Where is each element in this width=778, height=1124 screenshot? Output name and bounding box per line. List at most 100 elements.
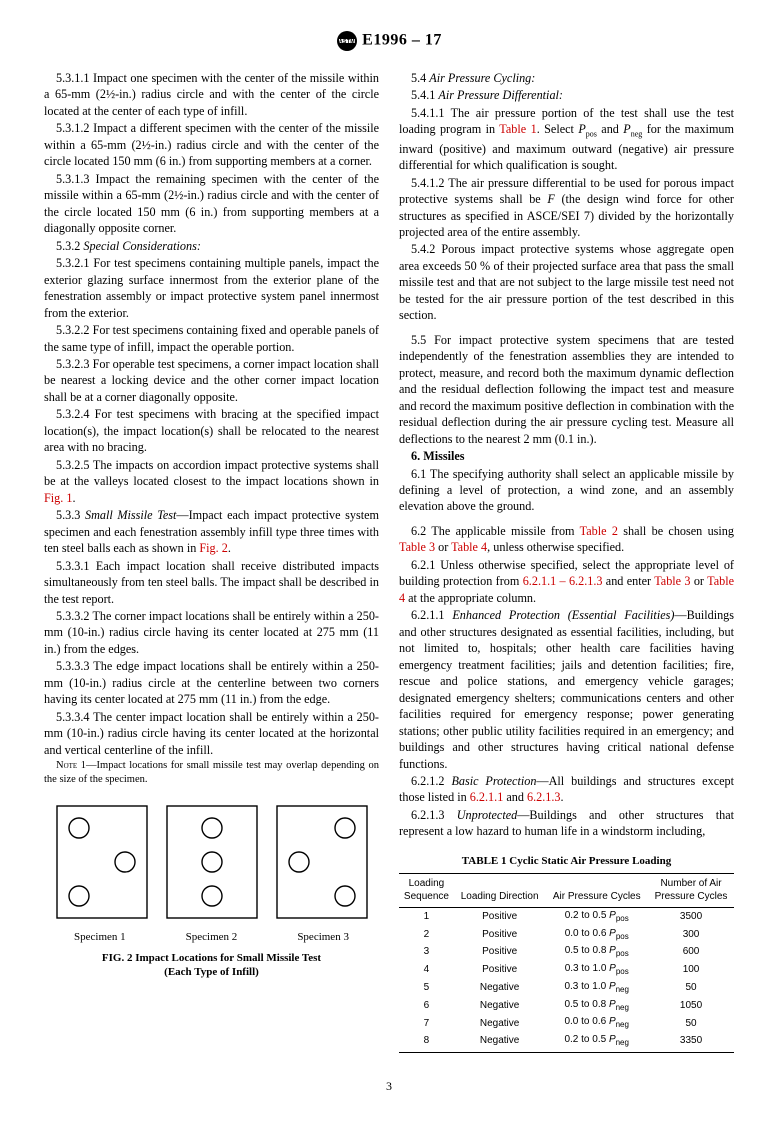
para-5-3-3-4: 5.3.3.4 The center impact location shall… — [44, 709, 379, 758]
sec-title: Small Missile Test — [85, 508, 176, 522]
para-5-3-3: 5.3.3 Small Missile Test—Impact each imp… — [44, 507, 379, 556]
text: . — [228, 541, 231, 555]
table-row: 6Negative0.5 to 0.8 Pneg1050 — [399, 997, 734, 1015]
para-5-5: 5.5 For impact protective system specime… — [399, 332, 734, 447]
sec-title: Basic Protection — [451, 774, 536, 788]
para-5-3-2-2: 5.3.2.2 For test specimens containing fi… — [44, 322, 379, 355]
range-link[interactable]: 6.2.1.1 – 6.2.1.3 — [523, 574, 603, 588]
figure-2: Specimen 1 Specimen 2 Specimen 3 FIG. 2 … — [44, 802, 379, 980]
table-row: 3Positive0.5 to 0.8 Ppos600 — [399, 943, 734, 961]
note-1: Note 1—Impact locations for small missil… — [44, 759, 379, 787]
th-number: Number of Air Pressure Cycles — [648, 873, 734, 907]
figure-2-svg — [54, 802, 370, 922]
para-5-3-2-5: 5.3.2.5 The impacts on accordion impact … — [44, 457, 379, 506]
th-cycles: Air Pressure Cycles — [545, 873, 648, 907]
table-header-row: Loading Sequence Loading Direction Air P… — [399, 873, 734, 907]
table-row: 2Positive0.0 to 0.6 Ppos300 — [399, 926, 734, 944]
table-1: Loading Sequence Loading Direction Air P… — [399, 873, 734, 1053]
table2-link[interactable]: Table 2 — [580, 524, 618, 538]
para-5-3-1-2: 5.3.1.2 Impact a different specimen with… — [44, 120, 379, 169]
designation: E1996 – 17 — [362, 32, 442, 49]
ref-6213-link[interactable]: 6.2.1.3 — [527, 790, 561, 804]
sec-num: 5.3.3 — [56, 508, 85, 522]
table-row: 8Negative0.2 to 0.5 Pneg3350 — [399, 1032, 734, 1052]
para-6-1: 6.1 The specifying authority shall selec… — [399, 466, 734, 515]
table3-link-2[interactable]: Table 3 — [654, 574, 690, 588]
para-5-3-2-3: 5.3.2.3 For operable test specimens, a c… — [44, 356, 379, 405]
text: . — [72, 491, 75, 505]
text: 5.3.2.5 The impacts on accordion impact … — [44, 458, 379, 488]
text: or — [435, 540, 451, 554]
fig2-link[interactable]: Fig. 2 — [199, 541, 227, 555]
specimen-labels: Specimen 1 Specimen 2 Specimen 3 — [44, 930, 379, 945]
para-6-2-1-2: 6.2.1.2 Basic Protection—All buildings a… — [399, 773, 734, 806]
caption-line-2: (Each Type of Infill) — [164, 966, 259, 978]
page-number: 3 — [44, 1079, 734, 1094]
sec-title: Enhanced Protection (Essential Facilitie… — [452, 608, 674, 622]
para-5-4-1-2: 5.4.1.2 The air pressure differential to… — [399, 175, 734, 241]
th-sequence: Loading Sequence — [399, 873, 454, 907]
left-column: 5.3.1.1 Impact one specimen with the cen… — [44, 70, 379, 1053]
text: , unless otherwise specified. — [487, 540, 624, 554]
para-5-3-2-1: 5.3.2.1 For test specimens containing mu… — [44, 255, 379, 321]
table1-link[interactable]: Table 1 — [499, 122, 536, 136]
para-6-2-1: 6.2.1 Unless otherwise specified, select… — [399, 557, 734, 606]
para-5-4: 5.4 Air Pressure Cycling: — [399, 70, 734, 86]
para-5-4-1: 5.4.1 Air Pressure Differential: — [399, 87, 734, 103]
right-column: 5.4 Air Pressure Cycling: 5.4.1 Air Pres… — [399, 70, 734, 1053]
text: . — [561, 790, 564, 804]
specimen-3-label: Specimen 3 — [297, 930, 349, 945]
note-label: Note 1 — [56, 760, 86, 771]
sec-num: 5.4 — [411, 71, 429, 85]
text: and — [597, 122, 623, 136]
astm-logo-icon: ASTM — [336, 30, 358, 52]
table4-link[interactable]: Table 4 — [451, 540, 487, 554]
table-row: 7Negative0.0 to 0.6 Pneg50 — [399, 1014, 734, 1032]
specimen-2-label: Specimen 2 — [186, 930, 238, 945]
sec-num: 5.4.1 — [411, 88, 438, 102]
para-5-3-2-4: 5.3.2.4 For test specimens with bracing … — [44, 406, 379, 455]
text: at the appropriate column. — [405, 591, 536, 605]
two-column-layout: 5.3.1.1 Impact one specimen with the cen… — [44, 70, 734, 1053]
para-5-4-2: 5.4.2 Porous impact protective systems w… — [399, 241, 734, 323]
section-6-heading: 6. Missiles — [399, 448, 734, 464]
para-5-3-3-1: 5.3.3.1 Each impact location shall recei… — [44, 558, 379, 607]
text: —Buildings and other structures designat… — [399, 608, 734, 770]
sec-num: 5.3.2 — [56, 239, 83, 253]
para-6-2-1-3: 6.2.1.3 Unprotected—Buildings and other … — [399, 807, 734, 840]
para-5-3-3-2: 5.3.3.2 The corner impact locations shal… — [44, 608, 379, 657]
table-row: 5Negative0.3 to 1.0 Pneg50 — [399, 979, 734, 997]
text: or — [691, 574, 708, 588]
note-body: —Impact locations for small missile test… — [44, 760, 379, 785]
svg-text:ASTM: ASTM — [339, 39, 355, 45]
sec-title: Air Pressure Cycling: — [429, 71, 535, 85]
page-header: ASTM E1996 – 17 — [44, 30, 734, 52]
para-5-3-2: 5.3.2 Special Considerations: — [44, 238, 379, 254]
sec-title: Special Considerations: — [83, 239, 200, 253]
para-5-3-3-3: 5.3.3.3 The edge impact locations shall … — [44, 658, 379, 707]
fig1-link[interactable]: Fig. 1 — [44, 491, 72, 505]
table3-link[interactable]: Table 3 — [399, 540, 435, 554]
text: shall be chosen using — [618, 524, 734, 538]
sec-title: Unprotected — [457, 808, 517, 822]
sec-title: Air Pressure Differential: — [438, 88, 563, 102]
sec-num: 6.2.1.1 — [411, 608, 452, 622]
ref-6211-link[interactable]: 6.2.1.1 — [470, 790, 504, 804]
figure-2-caption: FIG. 2 Impact Locations for Small Missil… — [44, 951, 379, 980]
text: and enter — [602, 574, 654, 588]
caption-line-1: FIG. 2 Impact Locations for Small Missil… — [102, 952, 321, 964]
table-row: 1Positive0.2 to 0.5 Ppos3500 — [399, 907, 734, 925]
page: ASTM E1996 – 17 5.3.1.1 Impact one speci… — [0, 0, 778, 1124]
table-row: 4Positive0.3 to 1.0 Ppos100 — [399, 961, 734, 979]
specimen-1-label: Specimen 1 — [74, 930, 126, 945]
para-6-2-1-1: 6.2.1.1 Enhanced Protection (Essential F… — [399, 607, 734, 772]
para-5-3-1-1: 5.3.1.1 Impact one specimen with the cen… — [44, 70, 379, 119]
text: 6.2 The applicable missile from — [411, 524, 580, 538]
para-5-4-1-1: 5.4.1.1 The air pressure portion of the … — [399, 105, 734, 174]
para-6-2: 6.2 The applicable missile from Table 2 … — [399, 523, 734, 556]
text: and — [503, 790, 527, 804]
para-5-3-1-3: 5.3.1.3 Impact the remaining specimen wi… — [44, 171, 379, 237]
table-1-title: TABLE 1 Cyclic Static Air Pressure Loadi… — [399, 854, 734, 869]
th-direction: Loading Direction — [454, 873, 546, 907]
sec-num: 6.2.1.2 — [411, 774, 451, 788]
